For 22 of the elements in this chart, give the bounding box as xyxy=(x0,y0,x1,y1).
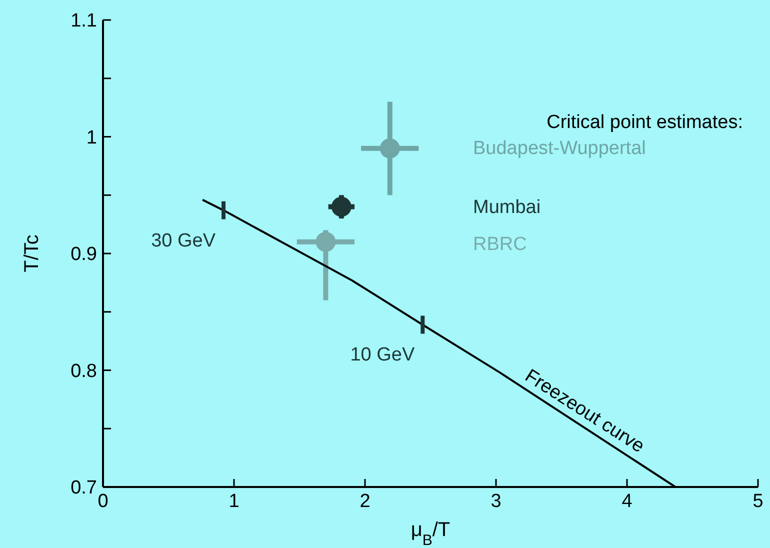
x-tick-label: 1 xyxy=(228,491,240,512)
y-axis-title: T/Tc xyxy=(21,234,43,272)
point xyxy=(316,232,336,252)
annotation: 10 GeV xyxy=(350,344,415,366)
x-tick-label: 0 xyxy=(98,491,108,512)
text: RBRC xyxy=(473,234,527,255)
x-tick-label: 3 xyxy=(490,491,502,512)
y-tick-label: 1.1 xyxy=(70,10,97,32)
y-tick-label: 0.7 xyxy=(70,478,97,499)
x-tick-label: 5 xyxy=(752,491,764,512)
annotation: 30 GeV xyxy=(151,230,216,252)
x-tick-label: 4 xyxy=(622,491,633,512)
x-axis-title: μ$_{B}$/T xyxy=(410,519,450,548)
text: Budapest-Wuppertal xyxy=(473,138,646,159)
y-tick-label: 0.8 xyxy=(70,360,97,382)
x-tick-label: 2 xyxy=(360,491,370,512)
point xyxy=(380,138,400,158)
text: Mumbai xyxy=(473,197,541,218)
legend-title: Critical point estimates: xyxy=(546,112,743,133)
y-tick-label: 0.9 xyxy=(70,244,97,266)
point xyxy=(331,196,352,217)
y-tick-label: 1 xyxy=(86,127,97,148)
